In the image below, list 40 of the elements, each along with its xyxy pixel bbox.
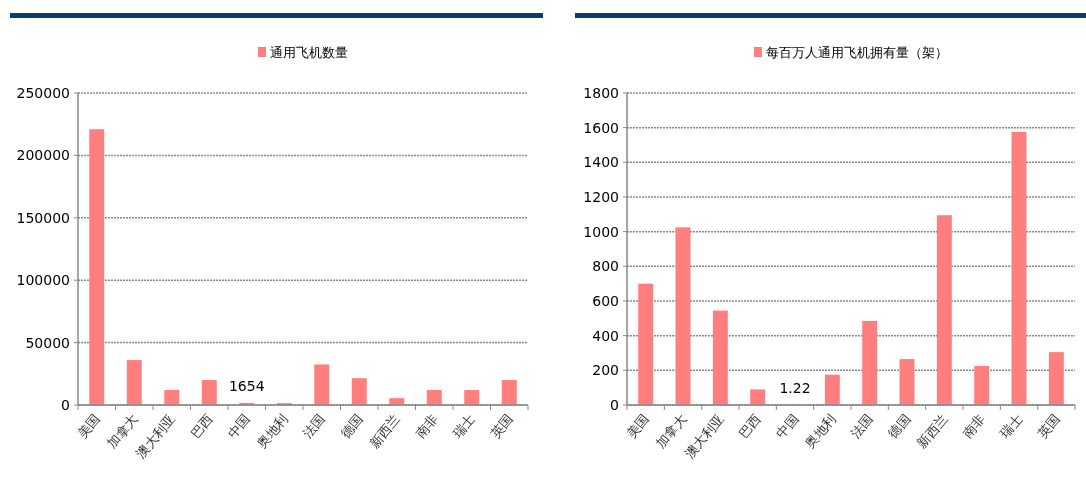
y-tick-label: 1000 xyxy=(583,223,619,240)
x-tick-label: 巴西 xyxy=(735,411,764,441)
y-tick-label: 1200 xyxy=(583,189,619,205)
y-tick-label: 0 xyxy=(610,397,619,413)
x-tick-label: 英国 xyxy=(487,411,516,441)
data-label: 1654 xyxy=(228,377,265,394)
x-tick-label: 南非 xyxy=(412,411,441,441)
x-tick-label: 美国 xyxy=(623,411,652,441)
x-tick-label: 奥地利 xyxy=(253,411,291,451)
x-tick-label: 英国 xyxy=(1034,411,1063,441)
data-label: 1.22 xyxy=(779,379,811,396)
x-tick-label: 奥地利 xyxy=(802,411,839,451)
x-tick-label: 德国 xyxy=(885,411,914,441)
x-tick-label: 瑞士 xyxy=(997,411,1026,441)
y-tick-label: 200 xyxy=(592,362,619,379)
y-tick-label: 250000 xyxy=(16,85,70,101)
y-tick-label: 200000 xyxy=(16,147,70,164)
x-tick-label: 中国 xyxy=(773,411,802,441)
x-tick-label: 法国 xyxy=(299,411,329,441)
y-tick-label: 0 xyxy=(61,397,70,413)
x-tick-label: 新西兰 xyxy=(366,411,404,451)
y-tick-label: 800 xyxy=(592,258,619,275)
legend-label: 通用飞机数量 xyxy=(270,45,348,60)
y-tick-label: 1400 xyxy=(583,154,619,171)
y-tick-label: 150000 xyxy=(16,209,70,226)
x-tick-label: 巴西 xyxy=(187,411,216,441)
y-tick-label: 1800 xyxy=(583,85,619,101)
x-tick-label: 法国 xyxy=(847,411,876,441)
x-tick-label: 瑞士 xyxy=(449,411,479,441)
x-tick-label: 德国 xyxy=(337,411,366,441)
y-tick-label: 100000 xyxy=(16,272,70,289)
y-tick-label: 400 xyxy=(592,327,619,344)
y-tick-label: 50000 xyxy=(25,334,70,351)
x-tick-label: 中国 xyxy=(224,411,254,441)
legend-label: 每百万人通用飞机拥有量（架） xyxy=(766,45,948,60)
x-tick-label: 美国 xyxy=(74,411,104,441)
y-tick-label: 600 xyxy=(592,293,619,309)
x-tick-label: 南非 xyxy=(959,411,988,441)
x-tick-label: 新西兰 xyxy=(914,411,951,451)
y-tick-label: 1600 xyxy=(583,119,619,136)
